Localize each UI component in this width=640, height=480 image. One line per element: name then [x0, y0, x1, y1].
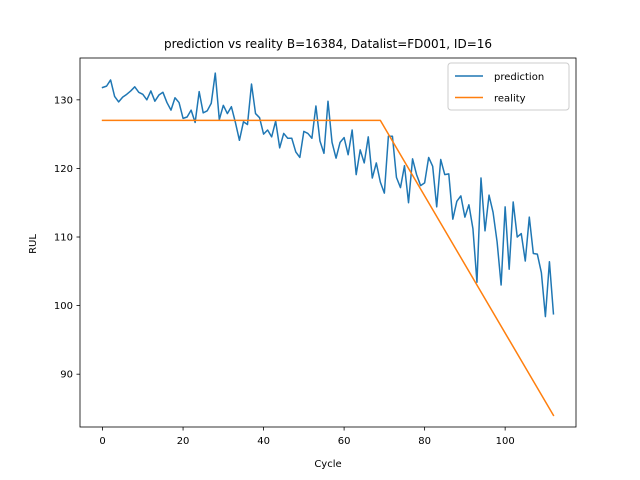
series-line-reality — [101, 119, 555, 417]
plot-area — [101, 72, 555, 417]
legend-label-prediction: prediction — [494, 72, 544, 83]
y-tick-label: 90 — [60, 370, 73, 381]
x-tick-label: 20 — [177, 436, 190, 447]
series-line-prediction — [101, 72, 555, 318]
y-tick-label: 100 — [54, 301, 73, 312]
axes-frame — [79, 57, 577, 428]
y-tick-label: 120 — [54, 164, 73, 175]
y-tick-label: 110 — [54, 233, 73, 244]
y-tick-label: 130 — [54, 95, 73, 106]
chart-title: prediction vs reality B=16384, Datalist=… — [164, 37, 492, 51]
x-tick-label: 100 — [496, 436, 515, 447]
x-tick-label: 80 — [418, 436, 431, 447]
x-tick-label: 0 — [99, 436, 105, 447]
legend-label-reality: reality — [494, 94, 526, 105]
legend: prediction reality — [447, 62, 570, 111]
y-axis-label: RUL — [28, 234, 39, 254]
x-axis-label: Cycle — [314, 459, 341, 470]
x-tick-label: 40 — [257, 436, 270, 447]
axes: 0 20 40 60 80 100 90 100 110 120 130 — [54, 57, 577, 447]
x-tick-label: 60 — [338, 436, 351, 447]
